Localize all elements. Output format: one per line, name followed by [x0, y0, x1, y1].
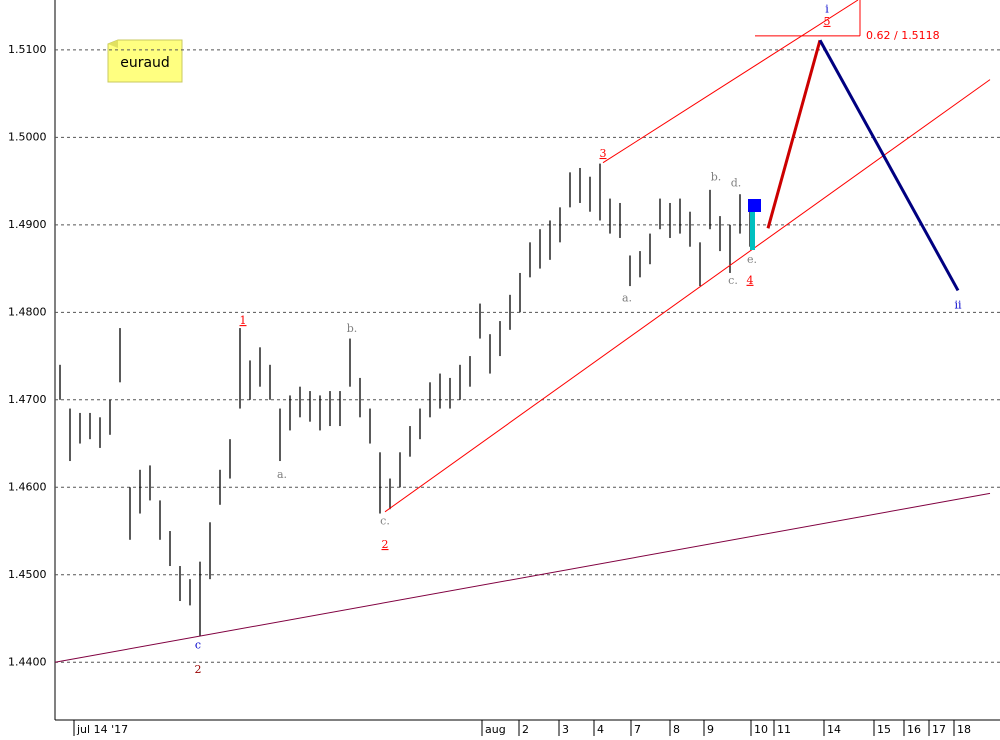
- x-tick-label: 9: [707, 723, 714, 736]
- wave-label: 2: [195, 663, 202, 676]
- y-tick-label: 1.5000: [8, 130, 47, 143]
- trend-line: [602, 0, 859, 164]
- trend-line: [54, 492, 991, 663]
- wave-label: e.: [747, 253, 757, 266]
- wave-label: ii: [954, 298, 962, 311]
- wave-label: b.: [711, 171, 722, 184]
- current-bar: [750, 205, 755, 250]
- x-tick-label: 16: [907, 723, 921, 736]
- y-tick-label: 1.4400: [8, 655, 47, 668]
- wave-label: 3: [600, 147, 607, 160]
- trend-line: [818, 39, 960, 292]
- wave-label: c.: [380, 514, 390, 527]
- wave-label: b.: [347, 322, 358, 335]
- wave-label: c.: [728, 274, 738, 287]
- sticky-note: euraud: [107, 39, 183, 83]
- wave-label: 5: [824, 15, 831, 28]
- wave-label: 0.62 / 1.5118: [866, 29, 940, 42]
- y-tick-label: 1.4900: [8, 218, 47, 231]
- y-tick-label: 1.4700: [8, 393, 47, 406]
- x-tick-label: 14: [827, 723, 841, 736]
- wave-label: a.: [277, 468, 287, 481]
- y-tick-label: 1.4800: [8, 305, 47, 318]
- wave-label: 2: [382, 538, 389, 551]
- x-tick-label: 3: [562, 723, 569, 736]
- wave-label: c: [195, 639, 201, 652]
- trend-line: [766, 39, 822, 229]
- x-tick-label: 15: [877, 723, 891, 736]
- wave-label: 4: [747, 274, 754, 287]
- x-tick-label: 11: [777, 723, 791, 736]
- x-tick-label: jul 14 '17: [76, 723, 128, 736]
- x-tick-label: 4: [597, 723, 604, 736]
- y-tick-label: 1.4500: [8, 568, 47, 581]
- symbol-label: euraud: [120, 55, 170, 71]
- y-tick-label: 1.4600: [8, 480, 47, 493]
- x-tick-label: 7: [634, 723, 641, 736]
- wave-label: i: [825, 3, 829, 16]
- wave-label: 1: [240, 314, 247, 327]
- x-tick-label: 2: [522, 723, 529, 736]
- y-tick-label: 1.5100: [8, 43, 47, 56]
- plot: 1.4400 1.4500 1.4600 1.4700 1.4800 1.4900 1.50…: [8, 0, 1000, 736]
- x-tick-label: 17: [932, 723, 946, 736]
- price-marker: [748, 199, 761, 212]
- trend-line: [384, 79, 991, 513]
- wave-label: a.: [622, 291, 632, 304]
- wave-label: d.: [731, 177, 742, 190]
- x-tick-label: aug: [485, 723, 506, 736]
- x-tick-label: 10: [754, 723, 768, 736]
- x-tick-label: 8: [673, 723, 680, 736]
- x-tick-label: 18: [957, 723, 971, 736]
